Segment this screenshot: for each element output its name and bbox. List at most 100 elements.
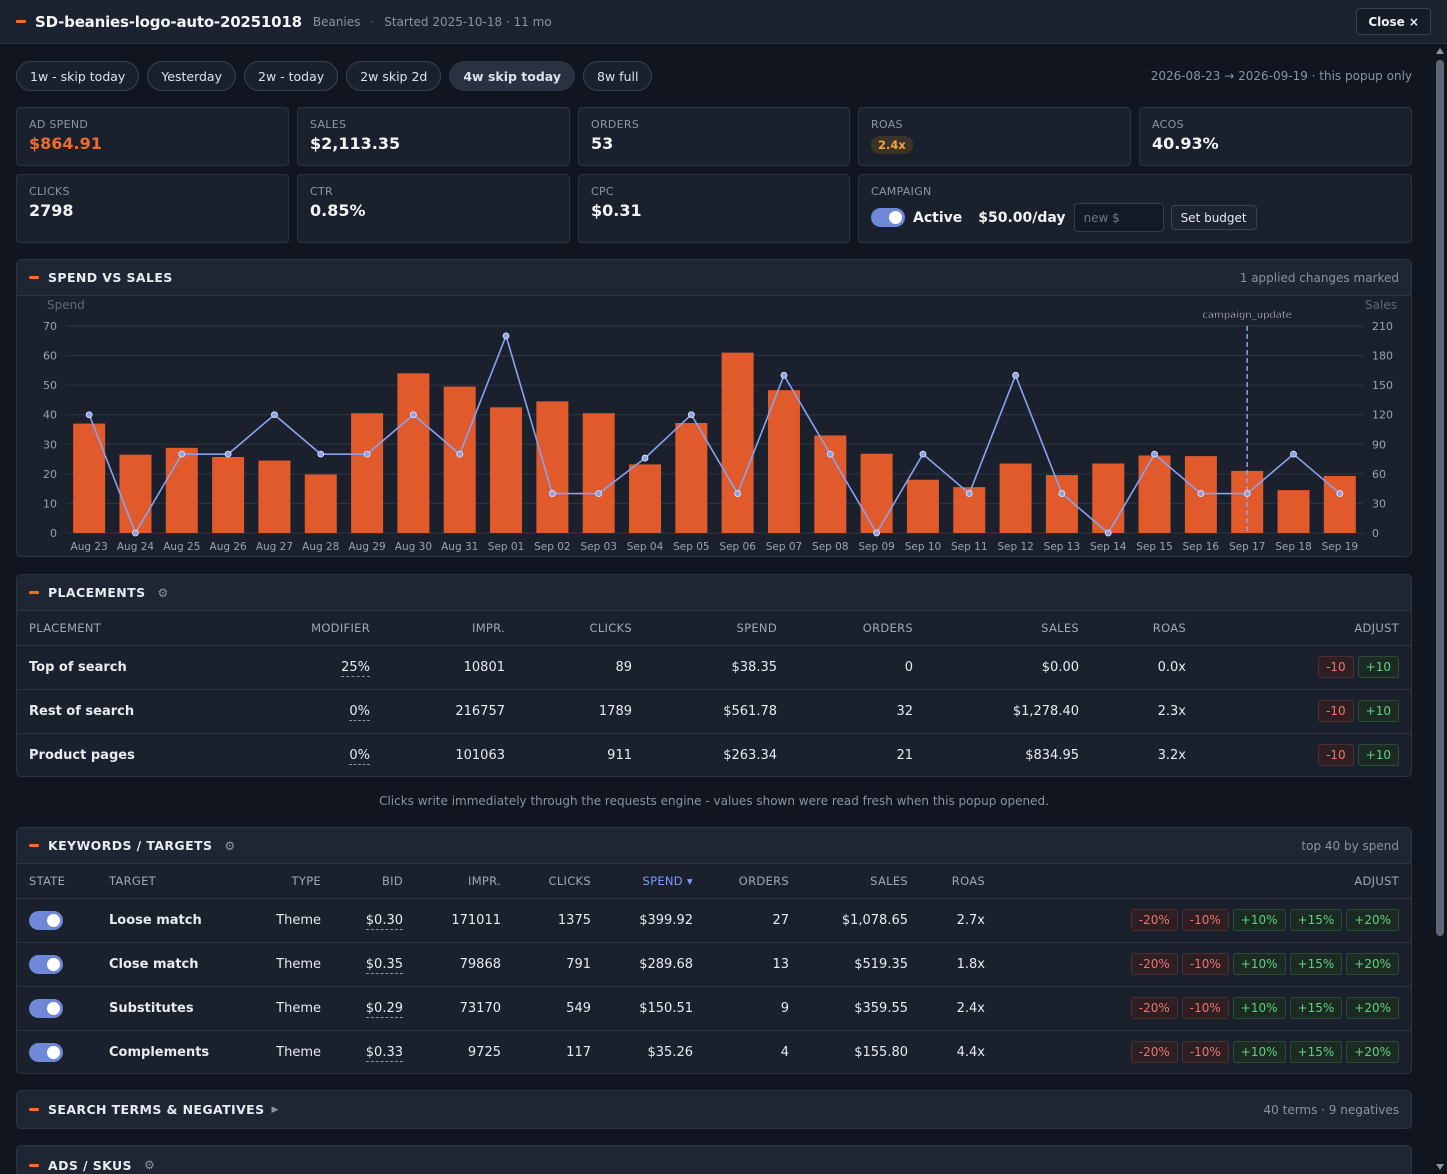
col-placement: PLACEMENT xyxy=(17,611,257,646)
col-spend-sorted[interactable]: SPEND ▾ xyxy=(603,864,705,899)
ads-skus-title: ADS / SKUS xyxy=(48,1157,132,1173)
engine-note: Clicks write immediately through the req… xyxy=(379,794,1049,808)
plus-10-button[interactable]: +10% xyxy=(1232,953,1286,975)
roas-badge: 2.4x xyxy=(871,136,913,154)
gear-icon[interactable]: ⚙ xyxy=(157,585,169,600)
sales-line xyxy=(88,333,1341,535)
placement-spend: $561.78 xyxy=(644,689,789,734)
keyword-state xyxy=(17,898,97,943)
x-tick-label: Sep 15 xyxy=(1136,541,1173,553)
minus-10-button[interactable]: -10% xyxy=(1181,909,1229,931)
collapse-dash-icon[interactable] xyxy=(29,1163,39,1167)
scroll-down-icon[interactable] xyxy=(1436,1164,1444,1170)
spend-bar xyxy=(582,413,615,533)
minus-20-button[interactable]: -20% xyxy=(1130,1041,1178,1064)
plus-10-button[interactable]: +10% xyxy=(1232,997,1286,1019)
range-4w-skip-today[interactable]: 4w skip today xyxy=(449,61,576,91)
keyword-toggle[interactable] xyxy=(29,910,63,930)
y2-tick-label: 90 xyxy=(1372,438,1386,451)
keyword-toggle[interactable] xyxy=(29,954,63,974)
gear-icon[interactable]: ⚙ xyxy=(143,1158,155,1172)
range-1w-skip-today[interactable]: 1w - skip today xyxy=(16,61,140,91)
collapse-dash-icon[interactable] xyxy=(29,276,39,279)
col-impr: IMPR. xyxy=(415,864,513,899)
plus-20-button[interactable]: +20% xyxy=(1346,1041,1399,1064)
minus-20-button[interactable]: -20% xyxy=(1130,909,1178,931)
plus-20-button[interactable]: +20% xyxy=(1346,997,1399,1019)
placements-header[interactable]: PLACEMENTS ⚙ xyxy=(17,575,1411,611)
plus-10-button[interactable]: +10 xyxy=(1357,656,1399,678)
plus-10-button[interactable]: +10 xyxy=(1357,744,1399,767)
x-tick-label: Sep 07 xyxy=(766,541,803,553)
expand-caret-icon[interactable]: ▶ xyxy=(271,1104,279,1115)
placement-modifier[interactable]: 0% xyxy=(349,747,370,765)
plus-10-button[interactable]: +10 xyxy=(1357,700,1399,722)
plus-15-button[interactable]: +15% xyxy=(1289,953,1343,975)
gear-icon[interactable]: ⚙ xyxy=(224,838,236,853)
scrollbar-thumb[interactable] xyxy=(1436,60,1444,936)
minus-10-button[interactable]: -10% xyxy=(1181,953,1229,975)
plus-20-button[interactable]: +20% xyxy=(1346,909,1399,931)
keywords-header[interactable]: KEYWORDS / TARGETS ⚙ top 40 by spend xyxy=(17,828,1411,864)
keyword-roas: 4.4x xyxy=(956,1044,985,1060)
plus-15-button[interactable]: +15% xyxy=(1289,1041,1343,1064)
campaign-started: Started 2025-10-18 · 11 mo xyxy=(384,14,552,29)
spend-bar xyxy=(212,457,245,533)
x-tick-label: Aug 30 xyxy=(395,541,432,553)
plus-10-button[interactable]: +10% xyxy=(1232,909,1286,931)
scrollbar[interactable] xyxy=(1436,48,1444,1170)
sales-point xyxy=(224,450,232,458)
minus-20-button[interactable]: -20% xyxy=(1130,953,1178,975)
keyword-bid[interactable]: $0.35 xyxy=(333,942,415,987)
minus-10-button[interactable]: -10% xyxy=(1181,1041,1229,1064)
table-row: Top of search 25% 10801 89 $38.35 0 $0.0… xyxy=(17,645,1411,690)
minus-10-button[interactable]: -10 xyxy=(1318,744,1354,767)
search-terms-title: SEARCH TERMS & NEGATIVES xyxy=(48,1102,265,1117)
keyword-toggle[interactable] xyxy=(29,1042,63,1062)
minus-10-button[interactable]: -10% xyxy=(1181,997,1229,1019)
ad-spend-label: AD SPEND xyxy=(29,118,89,131)
chart-panel-header[interactable]: SPEND VS SALES 1 applied changes marked xyxy=(17,260,1411,296)
date-range: 2026-08-23 → 2026-09-19 · this popup onl… xyxy=(1150,69,1412,83)
keyword-roas: 1.8x xyxy=(920,942,997,987)
plus-15-button[interactable]: +15% xyxy=(1289,997,1343,1019)
range-2w-skip-2d[interactable]: 2w skip 2d xyxy=(346,61,442,91)
minus-10-button[interactable]: -10 xyxy=(1318,656,1354,678)
keyword-impr: 79868 xyxy=(415,942,513,987)
close-button[interactable]: Close × xyxy=(1356,8,1431,35)
plus-10-button[interactable]: +10% xyxy=(1232,1041,1286,1064)
keyword-bid[interactable]: $0.29 xyxy=(333,986,415,1031)
collapse-dash-icon[interactable] xyxy=(16,20,26,23)
range-yesterday[interactable]: Yesterday xyxy=(147,61,236,91)
range-8w-full[interactable]: 8w full xyxy=(583,61,653,91)
keyword-bid[interactable]: $0.30 xyxy=(333,898,415,943)
col-state: STATE xyxy=(17,864,97,899)
ads-skus-header[interactable]: ADS / SKUS ⚙ xyxy=(17,1146,1411,1174)
placement-modifier[interactable]: 0% xyxy=(257,689,382,734)
search-terms-header[interactable]: SEARCH TERMS & NEGATIVES ▶ 40 terms · 9 … xyxy=(17,1091,1411,1128)
plus-20-button[interactable]: +20% xyxy=(1346,953,1399,975)
minus-10-button[interactable]: -10 xyxy=(1318,700,1354,722)
collapse-dash-icon[interactable] xyxy=(29,844,39,847)
acos-card: ACOS 40.93% xyxy=(1139,107,1412,166)
keyword-toggle[interactable] xyxy=(29,998,63,1018)
campaign-status-toggle[interactable] xyxy=(871,208,905,227)
roas-label: ROAS xyxy=(871,118,903,131)
plus-15-button[interactable]: +15% xyxy=(1289,909,1343,931)
placement-modifier[interactable]: 25% xyxy=(257,645,382,690)
sales-label: SALES xyxy=(310,118,347,131)
scroll-up-icon[interactable] xyxy=(1436,48,1444,54)
placements-panel: PLACEMENTS ⚙ PLACEMENT MODIFIER IMPR. CL… xyxy=(16,574,1412,777)
collapse-dash-icon[interactable] xyxy=(29,1108,39,1111)
range-2w-today[interactable]: 2w - today xyxy=(244,61,339,91)
y-tick-label: 10 xyxy=(43,497,57,510)
collapse-dash-icon[interactable] xyxy=(29,591,39,594)
x-tick-label: Sep 16 xyxy=(1183,541,1220,553)
campaign-controls: Active $50.00/day Set budget xyxy=(871,203,1399,232)
placement-clicks: 1789 xyxy=(517,689,644,734)
new-budget-input[interactable] xyxy=(1073,203,1164,232)
keyword-bid[interactable]: $0.33 xyxy=(365,1044,403,1062)
minus-20-button[interactable]: -20% xyxy=(1130,997,1178,1019)
set-budget-button[interactable]: Set budget xyxy=(1170,205,1257,230)
x-tick-label: Aug 23 xyxy=(71,541,108,553)
